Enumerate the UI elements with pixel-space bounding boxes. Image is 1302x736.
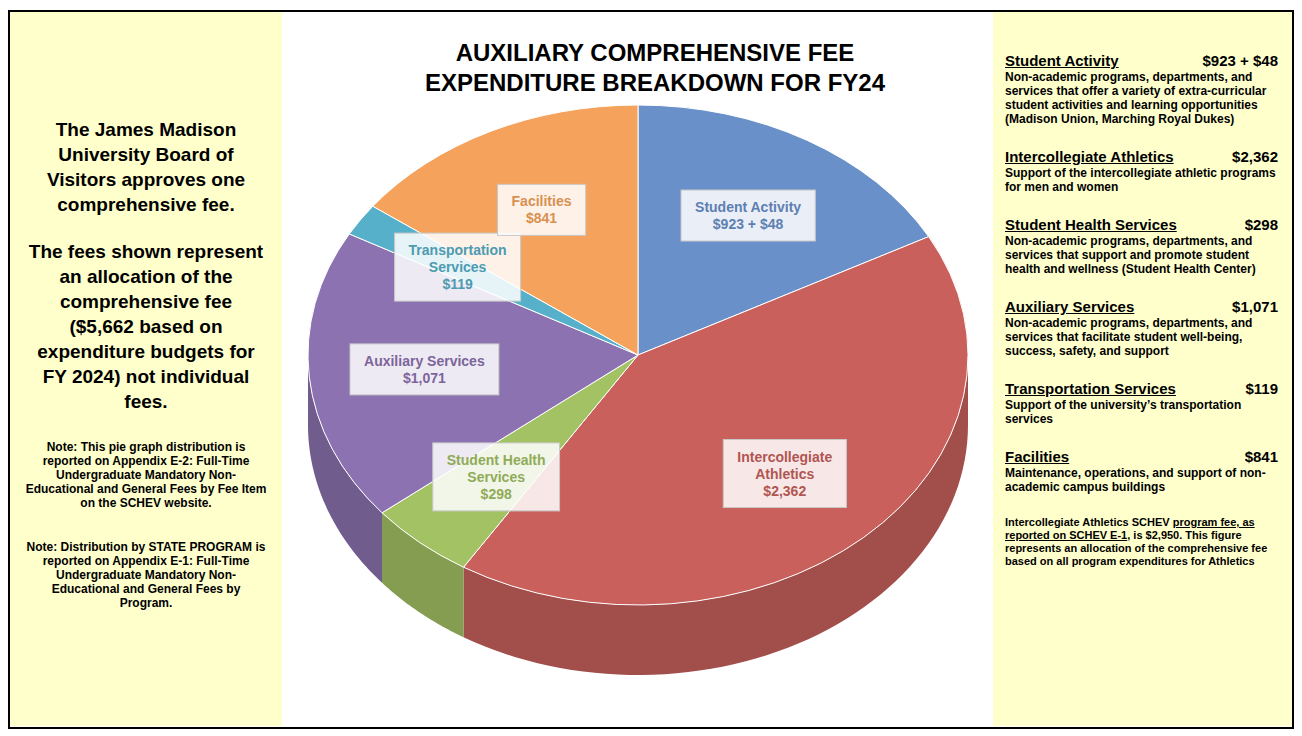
slice-value: $119 [442,276,473,292]
legend-head: Auxiliary Services $1,071 [1005,298,1278,316]
legend-value: $2,362 [1232,148,1278,166]
legend-entry: Transportation Services $119Support of th… [1005,380,1278,426]
slice-name: Auxiliary Services [364,353,485,369]
legend-head: Student Activity $923 + $48 [1005,52,1278,70]
legend-entry: Student Activity $923 + $48Non-academic p… [1005,52,1278,126]
athletics-note: Intercollegiate Athletics SCHEV program … [1005,516,1278,568]
legend-entry: Facilities $841Maintenance, operations, a… [1005,448,1278,494]
slice-value: $841 [526,210,557,226]
legend-name: Student Activity [1005,52,1119,70]
slice-name-line: Student Health [447,452,546,468]
slice-name: IntercollegiateAthletics [737,449,832,482]
slice-name-line: Intercollegiate [737,449,832,465]
slice-name-line: Auxiliary Services [364,353,485,369]
legend-value: $841 [1245,448,1278,466]
legend-description: Support of the intercollegiate athletic … [1005,166,1278,194]
slice-name-line: Services [467,469,525,485]
legend-value: $923 + $48 [1203,52,1279,70]
label-box [433,443,560,511]
legend-value: $119 [1245,380,1278,398]
slice-name-line: Athletics [755,466,814,482]
slice-name-line: Services [429,259,487,275]
legend-description: Non-academic programs, departments, and … [1005,234,1278,276]
note: Note: Distribution by STATE PROGRAM is r… [24,540,268,610]
legend-head: Intercollegiate Athletics $2,362 [1005,148,1278,166]
slice-label: Auxiliary Services$1,071 [350,344,499,395]
statement: The fees shown represent an allocation o… [26,239,266,414]
left-notes: Note: This pie graph distribution is rep… [24,440,268,640]
pie-top [308,105,968,605]
legend-name: Facilities [1005,448,1069,466]
legend-entry: Student Health Services $298Non-academic … [1005,216,1278,276]
legend-name: Auxiliary Services [1005,298,1134,316]
slice-label: Student Activity$923 + $48 [681,190,815,241]
slice-name-line: Student Activity [695,199,801,215]
legend-head: Transportation Services $119 [1005,380,1278,398]
title-line: AUXILIARY COMPREHENSIVE FEE [456,39,855,66]
slice-name: Facilities [512,193,572,209]
right-panel: Student Activity$923 + $48Non-academic p… [993,12,1292,726]
legend-description: Maintenance, operations, and support of … [1005,466,1278,494]
legend-entry: Intercollegiate Athletics $2,362Support o… [1005,148,1278,194]
slice-name: Student HealthServices [447,452,546,485]
slice-label: TransportationServices$119 [395,233,521,301]
label-box [498,184,586,235]
legend-value: $298 [1245,216,1278,234]
legend-head: Facilities $841 [1005,448,1278,466]
legend-value: $1,071 [1232,298,1278,316]
statement: The James Madison University Board of Vi… [26,117,266,217]
slice-name-line: Facilities [512,193,572,209]
legend-entry: Auxiliary Services $1,071Non-academic pro… [1005,298,1278,358]
frame [8,10,1294,729]
slice-value: $2,362 [763,483,806,499]
slice-name: Student Activity [695,199,801,215]
title: AUXILIARY COMPREHENSIVE FEE EXPENDITURE B… [425,39,886,96]
legend-name: Transportation Services [1005,380,1176,398]
slice-name-line: Transportation [409,242,507,258]
legend-description: Non-academic programs, departments, and … [1005,316,1278,358]
slice-label: IntercollegiateAthletics$2,362 [723,440,846,508]
legend-name: Student Health Services [1005,216,1177,234]
slice-name: TransportationServices [409,242,507,275]
slice-label: Facilities$841 [498,184,586,235]
label-box [681,190,815,241]
legend-name: Intercollegiate Athletics [1005,148,1174,166]
slice [373,105,638,355]
note-text: Intercollegiate Athletics SCHEV [1005,516,1173,528]
left-panel: The James Madison University Board of Vi… [10,12,282,726]
legend-head: Student Health Services $298 [1005,216,1278,234]
data-labels: Student Activity$923 + $48 Intercollegiat… [350,184,846,511]
slice-value: $298 [481,486,512,502]
slice-label: Student HealthServices$298 [433,443,560,511]
legend-description: Non-academic programs, departments, and … [1005,70,1278,126]
label-box [350,344,499,395]
chart: AUXILIARY COMPREHENSIVE FEE EXPENDITURE B… [0,0,1302,736]
note: Note: This pie graph distribution is rep… [24,440,268,510]
label-box [395,233,521,301]
title-line: EXPENDITURE BREAKDOWN FOR FY24 [425,69,886,96]
legend-description: Support of the university’s transportati… [1005,398,1278,426]
slice-value: $923 + $48 [713,216,784,232]
label-box [723,440,846,508]
slice-value: $1,071 [403,370,446,386]
